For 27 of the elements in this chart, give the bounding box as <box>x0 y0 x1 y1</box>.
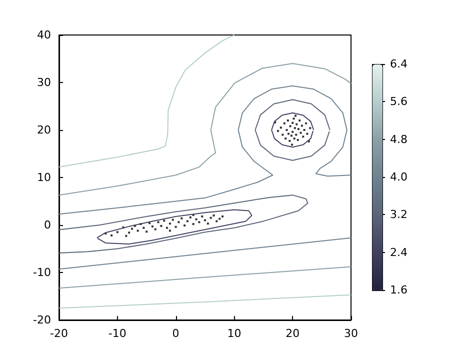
y-tick-label: 40 <box>37 28 51 42</box>
y-tick-label: 20 <box>37 124 51 136</box>
color-bar-label: 4.0 <box>390 170 408 184</box>
line-series <box>58 194 308 254</box>
color-bar-label: 1.6 <box>390 284 408 296</box>
y-tick-label: -10 <box>33 266 51 279</box>
line-series <box>58 63 352 196</box>
x-tick-label: 30 <box>344 327 358 340</box>
y-tick-label: -20 <box>33 314 51 326</box>
x-tick-label: 20 <box>286 327 300 340</box>
y-tick-label: 0 <box>44 218 51 232</box>
line-series <box>254 99 330 161</box>
line-series <box>271 112 314 148</box>
color-bar-label: 6.4 <box>390 58 408 70</box>
line-series <box>96 209 252 244</box>
x-tick-label: -20 <box>50 327 68 340</box>
x-tick-label: -10 <box>108 327 126 340</box>
color-bar-label: 3.2 <box>390 208 408 222</box>
color-bar-label: 2.4 <box>390 246 408 259</box>
line-series <box>58 34 235 168</box>
x-tick-label: 0 <box>172 327 180 340</box>
y-tick-label: 10 <box>37 171 51 184</box>
line-series <box>58 85 352 215</box>
color-bar-label: 5.6 <box>390 95 408 108</box>
x-tick-label: 10 <box>227 327 242 340</box>
color-bar-label: 4.8 <box>390 132 408 146</box>
y-tick-label: 30 <box>37 76 51 89</box>
